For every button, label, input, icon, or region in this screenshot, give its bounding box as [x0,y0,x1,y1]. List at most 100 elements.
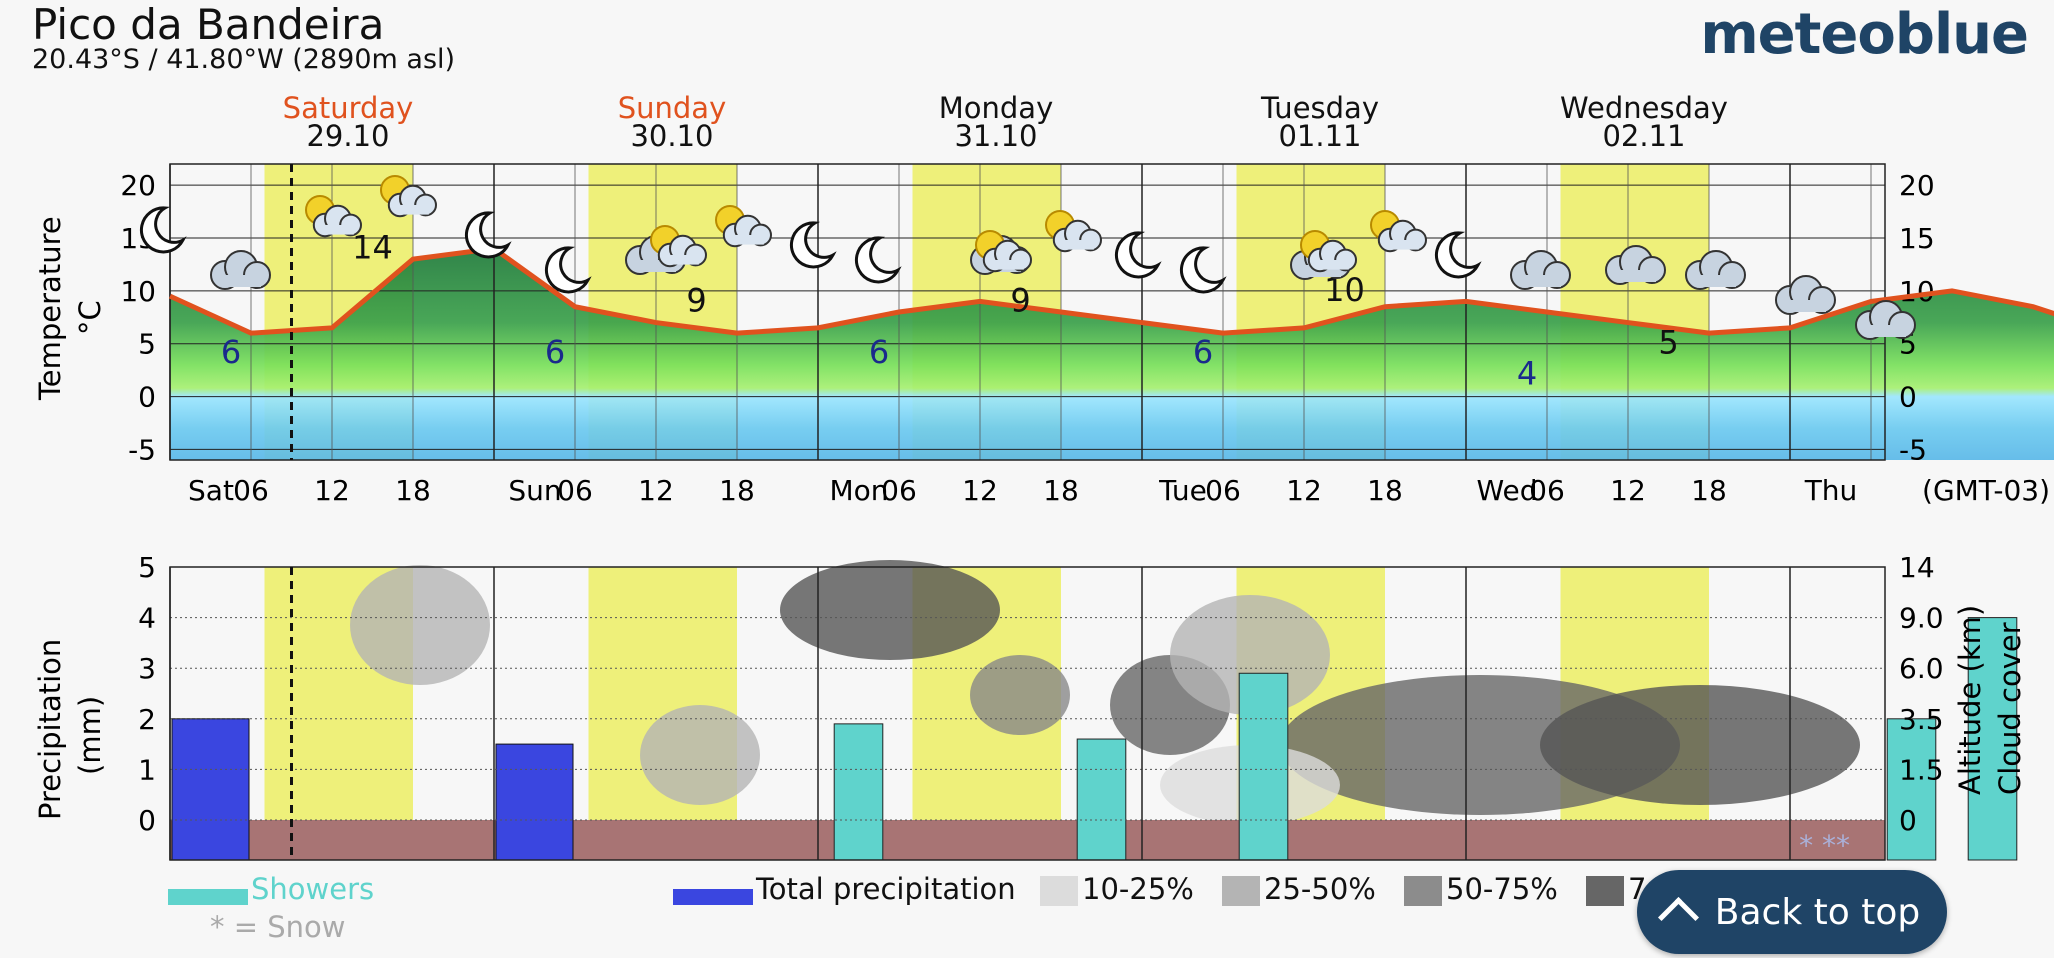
location-title: Pico da Bandeira [32,0,385,49]
time-label: Wed [1476,474,1537,507]
day-name: Sunday [617,91,727,125]
cloud-icon [657,234,707,268]
precip-tick: 2 [138,703,156,736]
moon-icon [1115,231,1162,279]
cloud-icon [387,184,438,218]
moon-icon [140,206,187,254]
temp-tick-left: 5 [138,328,156,361]
time-label: 12 [962,474,998,507]
precip-tick: 1 [138,753,156,786]
day-name: Wednesday [1560,91,1728,125]
time-label: Tue [1158,474,1207,507]
day-name: Saturday [282,91,414,125]
cloud-icon [210,250,271,290]
altitude-axis-label: Altitude (km) [1953,605,1987,795]
temp-axis-unit: °C [73,300,107,335]
time-label: 12 [1610,474,1646,507]
cloud-icon [1685,250,1746,290]
precip-tick: 5 [138,555,156,584]
ground-level [170,820,1885,860]
time-label: 18 [719,474,755,507]
legend-cloud-10-swatch [1040,876,1078,906]
legend-cloud-25-swatch [1222,876,1260,906]
altitude-tick: 6.0 [1899,652,1944,685]
time-label: Mon [829,474,888,507]
precip-tick: 4 [138,602,156,635]
legend-cloud-75-swatch [1586,876,1624,906]
legend-cloud-25-label: 25-50% [1264,872,1376,906]
time-label: 18 [1691,474,1727,507]
legend-total-label: Total precipitation [756,872,1016,906]
showers-bar [1076,738,1127,861]
showers-bar [1238,672,1289,861]
altitude-tick: 1.5 [1899,753,1944,786]
temp-tick-right: 10 [1899,275,1935,308]
precipitation-chart: 5 14 4 9.0 3 6.0 2 3.5 1 1.5 0 0 * ** Precipitation (m… [33,555,2027,862]
temp-max-label: 14 [352,229,393,267]
temp-max-label: 9 [686,281,706,319]
cloud-icon [982,239,1032,273]
day-date: 29.10 [306,119,390,153]
cloud-icon [1605,245,1666,285]
meteoblue-logo[interactable]: meteoblue [1700,2,2029,67]
legend-cloud-50-swatch [1404,876,1442,906]
legend-showers-swatch [168,889,248,905]
legend-cloud-10-label: 10-25% [1082,872,1194,906]
chevron-up-icon [1657,896,1699,938]
temperature-line [168,245,2054,336]
time-label: 18 [1367,474,1403,507]
timezone-label: (GMT-03) [1922,474,2050,507]
temp-min-label: 6 [545,333,565,371]
time-label: 12 [314,474,350,507]
cloud-cover-area [970,655,1070,735]
day-date: 31.10 [954,119,1038,153]
cloud-icon [1377,219,1427,253]
cloud-cover-area [640,705,760,805]
altitude-tick: 9.0 [1899,602,1944,635]
back-to-top-button[interactable]: Back to top [1637,870,1947,954]
temp-tick-right: 0 [1899,381,1917,414]
time-label: Sat [188,474,234,507]
temp-tick-left: -5 [128,433,156,466]
time-label: 12 [1286,474,1322,507]
legend-showers-label: Showers [251,872,375,906]
legend-cloud-50-label: 50-75% [1446,872,1558,906]
precip-frame [169,566,1886,861]
cloud-cover-area [1170,595,1330,715]
cloud-cover-area [1540,685,1860,805]
time-label: 06 [881,474,917,507]
day-header-4: Wednesday 02.11 [1544,91,1744,153]
temperature-area [170,248,2054,460]
moon-icon [855,236,902,284]
back-to-top-label: Back to top [1714,891,1921,933]
temp-min-label: 6 [1193,333,1213,371]
altitude-tick: 0 [1899,804,1917,837]
showers-bar [1886,718,1937,861]
time-label: 12 [638,474,674,507]
temp-tick-right: 15 [1899,222,1935,255]
precip-tick: 0 [138,804,156,837]
legend-snow-label: * = Snow [210,910,346,944]
location-coordinates: 20.43°S / 41.80°W (2890m asl) [32,44,456,75]
moon-icon [1180,246,1227,294]
day-date: 30.10 [630,119,714,153]
day-header-0: Saturday 29.10 [248,91,448,153]
cloud-icon [1307,239,1357,273]
temp-min-label: 6 [221,333,241,371]
time-label: 18 [1043,474,1079,507]
time-label: Thu [1804,474,1858,507]
day-name: Tuesday [1261,91,1379,125]
temp-tick-right: 20 [1899,169,1935,202]
time-label: 06 [1205,474,1241,507]
precip-tick: 3 [138,652,156,685]
day-date: 02.11 [1602,119,1686,153]
temp-min-label: 6 [869,333,889,371]
precip-axis-unit: (mm) [73,696,107,775]
cloud-icon [1855,300,1916,340]
temp-axis-label: Temperature [33,216,67,401]
time-label: 06 [557,474,593,507]
day-header-1: Sunday 30.10 [572,91,772,153]
cloud-icon [1775,275,1836,315]
altitude-tick: 3.5 [1899,703,1944,736]
temp-max-label: 9 [1010,281,1030,319]
